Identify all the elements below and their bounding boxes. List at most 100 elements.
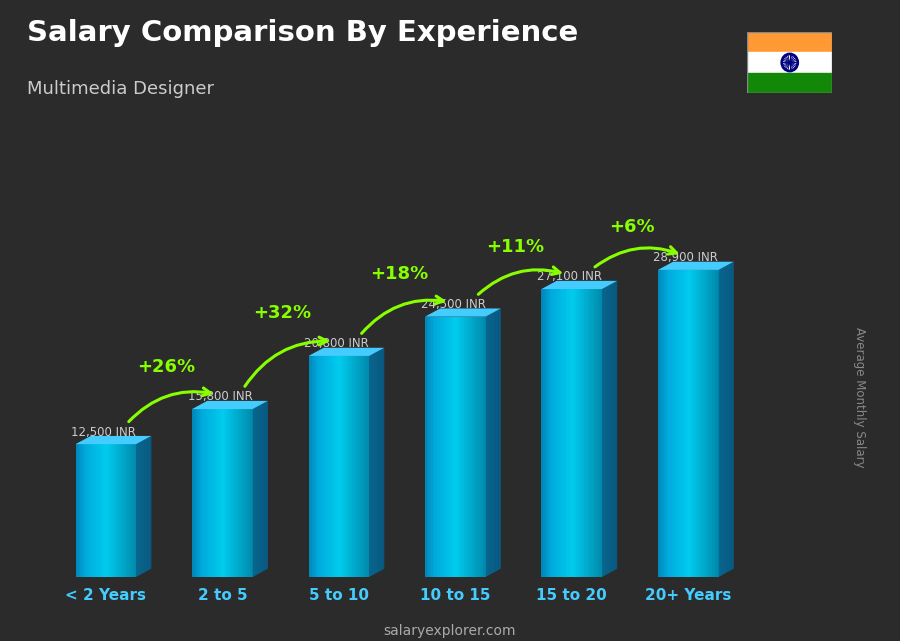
- Polygon shape: [542, 289, 543, 577]
- Polygon shape: [684, 270, 685, 577]
- Polygon shape: [309, 348, 384, 356]
- Polygon shape: [704, 270, 705, 577]
- Polygon shape: [562, 289, 564, 577]
- Polygon shape: [472, 317, 473, 577]
- Polygon shape: [204, 409, 206, 577]
- Polygon shape: [322, 356, 324, 577]
- Polygon shape: [103, 444, 104, 577]
- Polygon shape: [578, 289, 580, 577]
- Polygon shape: [362, 356, 363, 577]
- Text: 24,500 INR: 24,500 INR: [420, 298, 485, 311]
- Polygon shape: [320, 356, 322, 577]
- Polygon shape: [556, 289, 558, 577]
- Polygon shape: [358, 356, 360, 577]
- Polygon shape: [694, 270, 696, 577]
- Polygon shape: [240, 409, 242, 577]
- Polygon shape: [238, 409, 239, 577]
- Polygon shape: [669, 270, 670, 577]
- Polygon shape: [455, 317, 457, 577]
- Polygon shape: [334, 356, 336, 577]
- FancyArrowPatch shape: [595, 247, 677, 267]
- Text: +32%: +32%: [253, 304, 311, 322]
- Polygon shape: [693, 270, 694, 577]
- Polygon shape: [77, 444, 78, 577]
- Polygon shape: [558, 289, 560, 577]
- Polygon shape: [670, 270, 671, 577]
- Polygon shape: [600, 289, 602, 577]
- Polygon shape: [596, 289, 598, 577]
- Polygon shape: [443, 317, 445, 577]
- Polygon shape: [331, 356, 333, 577]
- Polygon shape: [680, 270, 682, 577]
- Text: +18%: +18%: [370, 265, 428, 283]
- Polygon shape: [438, 317, 440, 577]
- Polygon shape: [554, 289, 555, 577]
- Polygon shape: [560, 289, 562, 577]
- Polygon shape: [91, 444, 93, 577]
- Polygon shape: [576, 289, 578, 577]
- Polygon shape: [225, 409, 227, 577]
- Bar: [747, 32, 833, 53]
- Polygon shape: [109, 444, 111, 577]
- Polygon shape: [436, 317, 437, 577]
- Polygon shape: [589, 289, 590, 577]
- Polygon shape: [118, 444, 120, 577]
- Polygon shape: [342, 356, 344, 577]
- Polygon shape: [86, 444, 87, 577]
- Polygon shape: [195, 409, 196, 577]
- Polygon shape: [478, 317, 480, 577]
- Polygon shape: [244, 409, 245, 577]
- Polygon shape: [700, 270, 702, 577]
- Polygon shape: [113, 444, 115, 577]
- Polygon shape: [427, 317, 428, 577]
- Polygon shape: [348, 356, 349, 577]
- Polygon shape: [573, 289, 575, 577]
- Polygon shape: [660, 270, 661, 577]
- Polygon shape: [356, 356, 357, 577]
- Polygon shape: [691, 270, 693, 577]
- Polygon shape: [367, 356, 369, 577]
- Polygon shape: [231, 409, 233, 577]
- Polygon shape: [235, 409, 236, 577]
- Polygon shape: [236, 409, 238, 577]
- Polygon shape: [196, 409, 198, 577]
- Polygon shape: [595, 289, 596, 577]
- Text: +6%: +6%: [609, 219, 654, 237]
- Polygon shape: [122, 444, 124, 577]
- Polygon shape: [349, 356, 351, 577]
- Polygon shape: [216, 409, 218, 577]
- Polygon shape: [325, 356, 327, 577]
- Polygon shape: [580, 289, 582, 577]
- Polygon shape: [482, 317, 484, 577]
- Polygon shape: [202, 409, 204, 577]
- Text: 28,900 INR: 28,900 INR: [653, 251, 718, 264]
- Polygon shape: [451, 317, 453, 577]
- Polygon shape: [313, 356, 315, 577]
- Bar: [747, 72, 833, 93]
- Polygon shape: [431, 317, 433, 577]
- Polygon shape: [705, 270, 706, 577]
- Polygon shape: [89, 444, 91, 577]
- Polygon shape: [100, 444, 102, 577]
- Polygon shape: [678, 270, 680, 577]
- Polygon shape: [543, 289, 544, 577]
- Polygon shape: [429, 317, 431, 577]
- Polygon shape: [224, 409, 225, 577]
- Polygon shape: [706, 270, 708, 577]
- Polygon shape: [434, 317, 436, 577]
- Polygon shape: [220, 409, 222, 577]
- Polygon shape: [713, 270, 714, 577]
- Polygon shape: [98, 444, 100, 577]
- Polygon shape: [473, 317, 475, 577]
- Polygon shape: [111, 444, 112, 577]
- Polygon shape: [310, 356, 311, 577]
- Polygon shape: [664, 270, 665, 577]
- Polygon shape: [593, 289, 595, 577]
- Polygon shape: [248, 409, 249, 577]
- Polygon shape: [198, 409, 200, 577]
- Polygon shape: [247, 409, 248, 577]
- Polygon shape: [116, 444, 118, 577]
- Polygon shape: [354, 356, 356, 577]
- Polygon shape: [200, 409, 202, 577]
- Polygon shape: [133, 444, 135, 577]
